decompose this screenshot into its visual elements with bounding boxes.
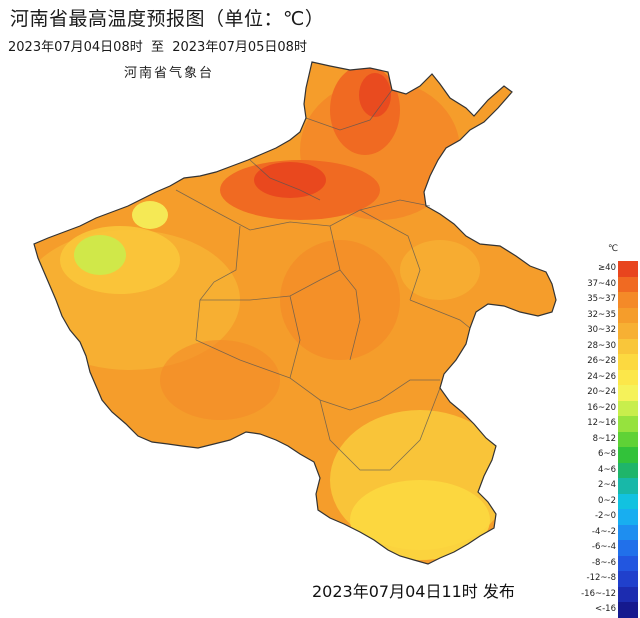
legend-item: -6~-4 — [586, 540, 638, 556]
legend-label: 28~30 — [587, 340, 616, 351]
legend-label: 37~40 — [587, 278, 616, 289]
legend-swatch — [618, 602, 638, 618]
legend-label: -2~0 — [594, 511, 616, 521]
legend-swatch — [618, 524, 638, 540]
map-title: 河南省最高温度预报图（单位：℃） — [10, 8, 325, 30]
legend-item: 35~37 — [586, 292, 638, 308]
legend-label: 2~4 — [598, 480, 616, 490]
legend-item: 24~26 — [586, 369, 638, 385]
legend-item: 16~20 — [586, 400, 638, 416]
legend-item: 0~2 — [586, 493, 638, 509]
legend-label: 30~32 — [587, 325, 616, 335]
legend-item: -8~-6 — [586, 555, 638, 571]
legend-item: -4~-2 — [586, 524, 638, 540]
legend-swatch — [618, 416, 638, 432]
legend-swatch — [618, 369, 638, 385]
legend-swatch — [618, 338, 638, 354]
legend-label: -4~-2 — [591, 526, 616, 537]
legend-item: 8~12 — [586, 431, 638, 447]
legend-item: 32~35 — [586, 307, 638, 323]
legend-swatch — [618, 276, 638, 292]
legend-label: -8~-6 — [591, 557, 616, 568]
legend-label: 32~35 — [587, 309, 616, 320]
legend-swatch — [618, 478, 638, 494]
legend-label: 0~2 — [598, 495, 616, 506]
legend-unit: ℃ — [608, 244, 619, 254]
legend-swatch — [618, 555, 638, 571]
legend-item: 26~28 — [586, 354, 638, 370]
forecast-period: 2023年07月04日08时 至 2023年07月05日08时 — [8, 40, 307, 55]
legend-item: -2~0 — [586, 509, 638, 525]
legend-label: -12~-8 — [586, 573, 616, 583]
legend-swatch — [618, 509, 638, 525]
legend-swatch — [618, 571, 638, 587]
legend-item: 20~24 — [586, 385, 638, 401]
legend-item: 2~4 — [586, 478, 638, 494]
legend-label: 6~8 — [598, 449, 616, 459]
legend-label: -6~-4 — [591, 542, 616, 552]
legend-item: 28~30 — [586, 338, 638, 354]
legend-swatch — [618, 354, 638, 370]
temperature-legend: ≥40 37~40 35~37 32~35 30~32 28~30 26~28 24~26 20… — [581, 261, 638, 618]
legend-item: 37~40 — [586, 276, 638, 292]
legend-item: 30~32 — [586, 323, 638, 339]
legend-swatch — [618, 323, 638, 339]
legend-label: 26~28 — [587, 356, 616, 366]
legend-label: ≥40 — [598, 263, 616, 273]
agency-label: 河南省气象台 — [124, 66, 215, 81]
legend-swatch — [618, 261, 638, 277]
legend-swatch — [618, 400, 638, 416]
legend-item: <-16 — [586, 602, 638, 618]
legend-label: 4~6 — [598, 464, 616, 475]
legend-item: ≥40 — [586, 261, 638, 277]
legend-label: 20~24 — [587, 387, 616, 397]
legend-label: 12~16 — [587, 418, 616, 428]
issued-time: 2023年07月04日11时 发布 — [312, 582, 515, 601]
legend-label: 24~26 — [587, 371, 616, 382]
legend-swatch — [618, 292, 638, 308]
legend-item: 6~8 — [586, 447, 638, 463]
province-outline — [33, 61, 557, 565]
legend-item: -16~-12 — [581, 586, 638, 602]
legend-label: 16~20 — [587, 402, 616, 413]
legend-label: -16~-12 — [581, 588, 616, 599]
legend-item: -12~-8 — [586, 571, 638, 587]
legend-swatch — [618, 462, 638, 478]
legend-swatch — [618, 431, 638, 447]
legend-swatch — [618, 540, 638, 556]
district-borders — [175, 89, 471, 471]
legend-label: 8~12 — [592, 433, 616, 444]
legend-item: 12~16 — [586, 416, 638, 432]
legend-item: 4~6 — [586, 462, 638, 478]
legend-label: <-16 — [594, 604, 616, 614]
legend-swatch — [618, 307, 638, 323]
legend-label: 35~37 — [587, 294, 616, 304]
legend-swatch — [618, 586, 638, 602]
legend-swatch — [618, 447, 638, 463]
legend-swatch — [618, 493, 638, 509]
legend-swatch — [618, 385, 638, 401]
